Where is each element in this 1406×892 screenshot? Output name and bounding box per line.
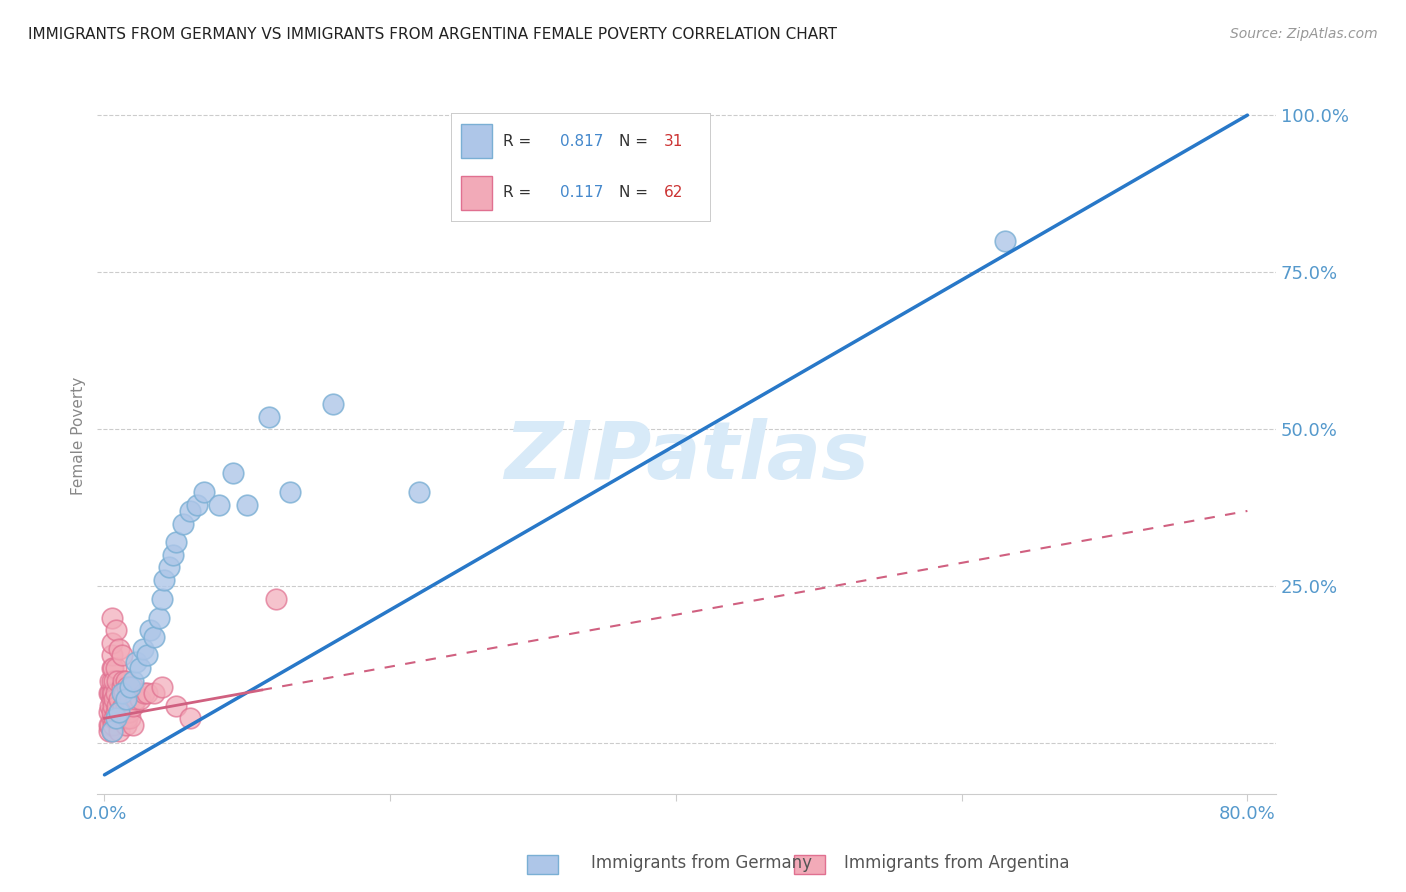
Point (97, 686, 120, 700)
Point (129, 661, 152, 675)
Point (101, 717, 124, 731)
Point (100, 673, 122, 688)
Point (120, 692, 142, 706)
Text: Immigrants from Argentina: Immigrants from Argentina (844, 855, 1069, 872)
Point (117, 711, 139, 725)
Point (104, 711, 127, 725)
Point (98, 686, 121, 700)
Point (120, 711, 142, 725)
Point (105, 698, 128, 713)
Point (111, 686, 134, 700)
Point (97, 723, 120, 738)
Point (162, 548, 184, 562)
Point (97, 705, 120, 719)
Point (100, 636, 122, 650)
Point (134, 686, 156, 700)
Point (100, 705, 122, 719)
Point (103, 711, 125, 725)
Point (264, 591, 287, 606)
Point (122, 673, 145, 688)
Point (111, 680, 134, 694)
Point (172, 516, 194, 531)
Point (122, 680, 145, 694)
Point (143, 686, 166, 700)
Point (179, 504, 201, 518)
Point (107, 705, 129, 719)
Text: IMMIGRANTS FROM GERMANY VS IMMIGRANTS FROM ARGENTINA FEMALE POVERTY CORRELATION : IMMIGRANTS FROM GERMANY VS IMMIGRANTS FR… (28, 27, 837, 42)
Point (236, 498, 259, 512)
Point (98, 698, 121, 713)
Point (120, 680, 142, 694)
Point (222, 467, 245, 481)
Point (115, 717, 138, 731)
Point (100, 648, 122, 663)
Point (111, 648, 134, 663)
Point (104, 686, 127, 700)
Point (112, 698, 135, 713)
Point (107, 723, 129, 738)
Point (148, 611, 170, 625)
Point (115, 692, 138, 706)
Point (114, 711, 136, 725)
Point (98, 673, 121, 688)
Point (208, 498, 231, 512)
Text: Source: ZipAtlas.com: Source: ZipAtlas.com (1230, 27, 1378, 41)
Point (100, 692, 122, 706)
Point (193, 485, 215, 500)
Point (100, 723, 122, 738)
Point (100, 661, 122, 675)
Point (100, 686, 122, 700)
Point (100, 611, 122, 625)
Point (97, 717, 120, 731)
Point (98, 717, 121, 731)
Point (115, 673, 138, 688)
Point (165, 535, 187, 549)
Point (118, 705, 141, 719)
Text: ZIPatlas: ZIPatlas (505, 418, 869, 496)
Point (136, 648, 159, 663)
Point (100, 723, 122, 738)
Point (101, 698, 124, 713)
Text: Immigrants from Germany: Immigrants from Germany (591, 855, 811, 872)
Point (179, 711, 201, 725)
Point (107, 692, 129, 706)
Point (104, 705, 127, 719)
Point (136, 686, 159, 700)
Point (322, 397, 344, 411)
Point (104, 624, 127, 638)
Point (100, 711, 122, 725)
Point (112, 673, 135, 688)
Point (132, 642, 155, 657)
Point (129, 692, 152, 706)
Y-axis label: Female Poverty: Female Poverty (72, 376, 86, 495)
Point (143, 630, 166, 644)
Point (993, 234, 1015, 248)
Point (125, 692, 148, 706)
Point (157, 560, 180, 574)
Point (186, 498, 208, 512)
Point (115, 698, 138, 713)
Point (105, 673, 128, 688)
Point (122, 698, 145, 713)
Point (257, 409, 280, 424)
Point (117, 680, 139, 694)
Point (153, 573, 176, 587)
Point (150, 680, 173, 694)
Point (150, 591, 173, 606)
Point (107, 642, 129, 657)
Point (278, 485, 301, 500)
Point (114, 686, 136, 700)
Point (122, 717, 145, 731)
Point (408, 485, 430, 500)
Point (104, 661, 127, 675)
Point (111, 705, 134, 719)
Point (139, 624, 162, 638)
Point (101, 686, 124, 700)
Point (103, 692, 125, 706)
Point (103, 673, 125, 688)
Point (101, 661, 124, 675)
Point (165, 698, 187, 713)
Point (125, 655, 148, 669)
Point (107, 705, 129, 719)
